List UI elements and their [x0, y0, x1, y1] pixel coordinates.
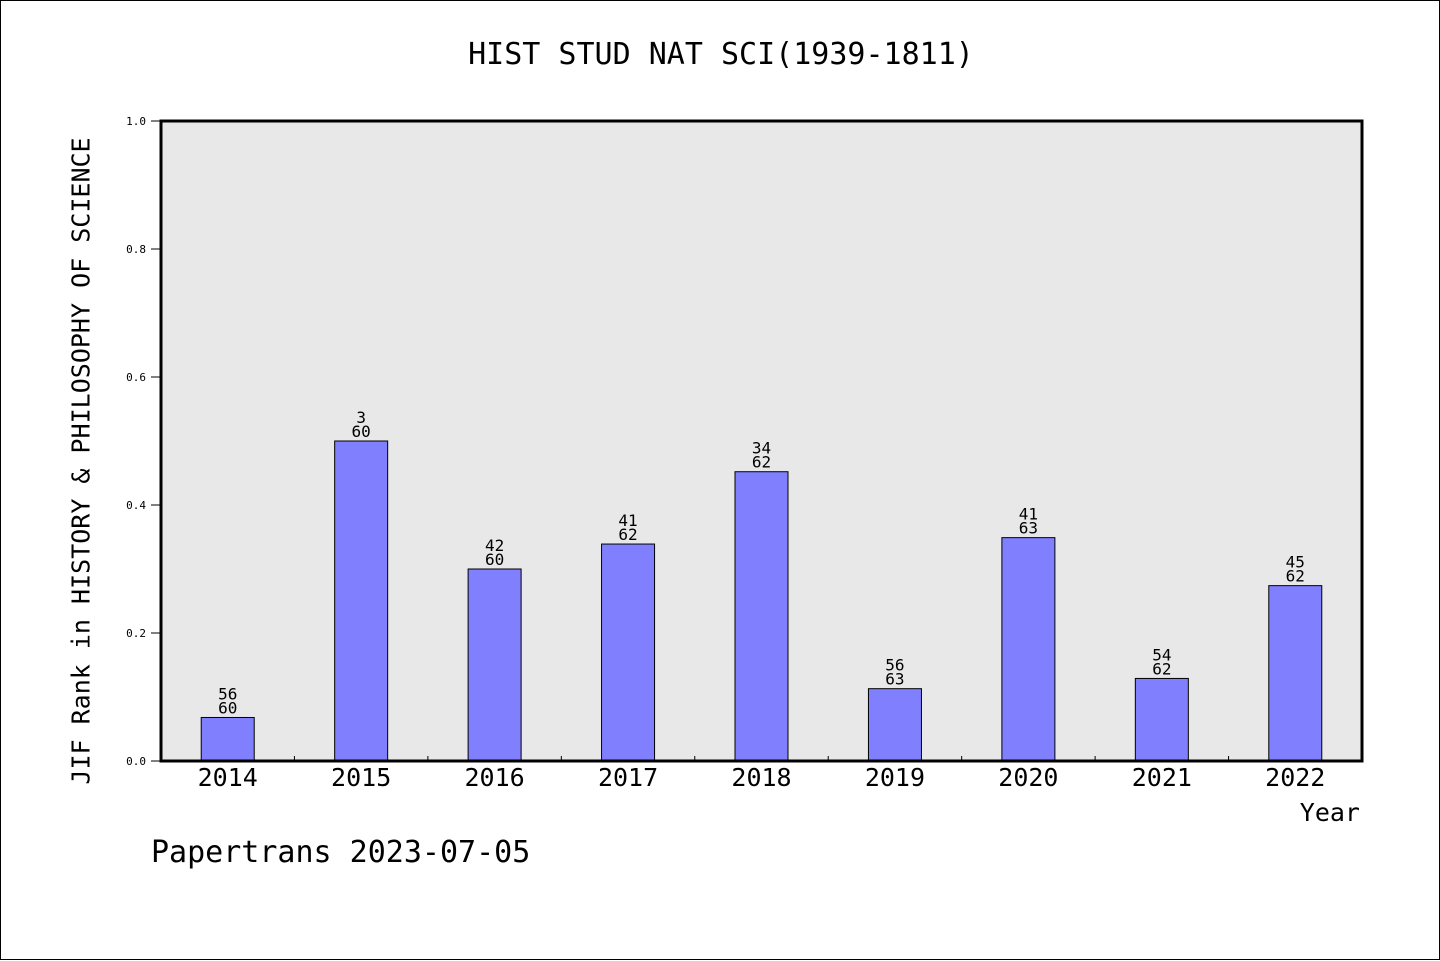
bar-rank-label: 56 [218, 684, 237, 703]
footer-stamp: Papertrans 2023-07-05 [151, 835, 531, 870]
x-tick-label: 2021 [1132, 763, 1192, 792]
bar-total-label: 60 [485, 550, 504, 569]
y-tick-label: 1.0 [126, 115, 146, 128]
bar-2017 [601, 543, 656, 762]
bar-rank-label: 45 [1286, 553, 1305, 572]
bar-total-label: 63 [885, 670, 904, 689]
bar-2016 [467, 568, 522, 762]
bar-2014 [200, 716, 255, 762]
x-tick-label: 2018 [731, 763, 791, 792]
bar-2020 [1001, 537, 1056, 762]
bar-total-label: 62 [752, 453, 771, 472]
bar-2015 [334, 440, 389, 762]
x-axis-label: Year [1300, 798, 1360, 827]
x-tick-label: 2020 [998, 763, 1058, 792]
bar-rank-label: 3 [356, 408, 366, 427]
bar-rank-label: 34 [752, 439, 771, 458]
chart-title: HIST STUD NAT SCI(1939-1811) [468, 37, 974, 72]
bar-total-label: 63 [1019, 519, 1038, 538]
x-tick-label: 2016 [465, 763, 525, 792]
bar-rank-label: 41 [618, 511, 637, 530]
bar-2021 [1134, 677, 1189, 762]
bar-total-label: 60 [352, 422, 371, 441]
x-tick-label: 2015 [331, 763, 391, 792]
y-tick-label: 0.6 [126, 371, 146, 384]
y-tick-label: 0.8 [126, 243, 146, 256]
y-tick-label: 0.4 [126, 499, 146, 512]
bar-rank-label: 41 [1019, 505, 1038, 524]
y-tick-label: 0.2 [126, 627, 146, 640]
plot-border [159, 119, 1364, 763]
bar-rank-label: 56 [885, 656, 904, 675]
bar-2018 [734, 471, 789, 762]
bar-total-label: 62 [618, 525, 637, 544]
y-tick-label: 0.0 [126, 755, 146, 768]
bar-2019 [867, 688, 922, 762]
x-tick-label: 2014 [198, 763, 258, 792]
bar-total-label: 60 [218, 698, 237, 717]
bar-total-label: 62 [1286, 567, 1305, 586]
bar-2022 [1268, 585, 1323, 762]
x-tick-label: 2019 [865, 763, 925, 792]
x-tick-label: 2017 [598, 763, 658, 792]
bar-total-label: 62 [1152, 659, 1171, 678]
bar-rank-label: 54 [1152, 645, 1171, 664]
x-tick-label: 2022 [1265, 763, 1325, 792]
bar-rank-label: 42 [485, 536, 504, 555]
